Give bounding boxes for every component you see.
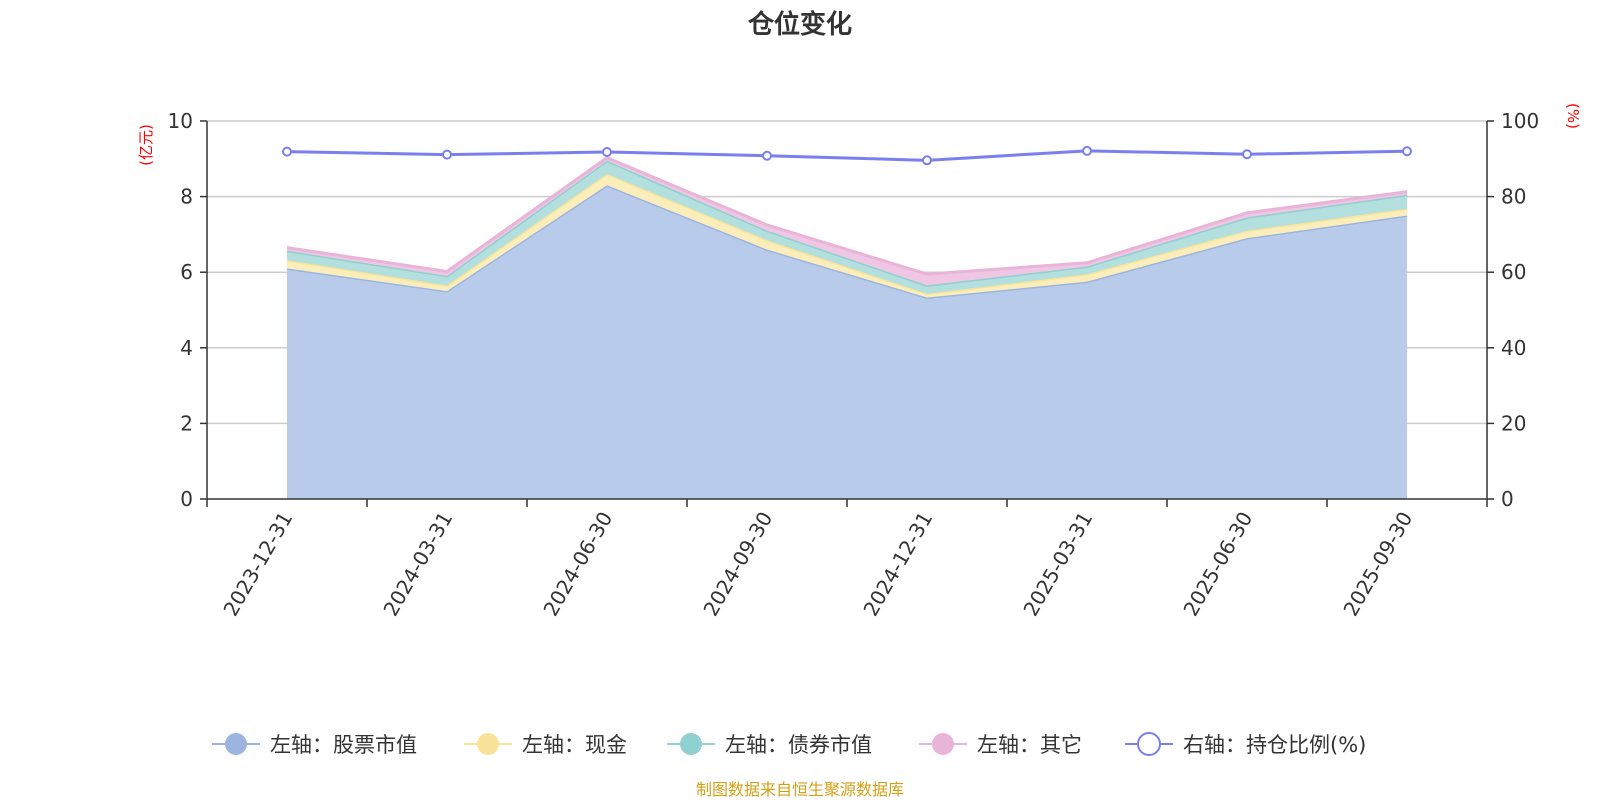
left-tick-label: 8 [180, 185, 193, 209]
chart-title: 仓位变化 [747, 9, 852, 40]
x-tick-label: 2024-12-31 [858, 508, 937, 621]
legend-marker [932, 733, 954, 755]
legend-label: 左轴：股票市值 [270, 733, 417, 757]
x-tick-label: 2025-06-30 [1178, 508, 1257, 621]
area-band [287, 185, 1407, 499]
legend-marker [1137, 732, 1161, 756]
x-tick-label: 2024-06-30 [538, 508, 617, 621]
left-tick-label: 10 [168, 109, 193, 133]
ratio-point [1082, 145, 1092, 156]
legend: 左轴：股票市值 左轴：现金 左轴：债券市值 左轴：其它 右轴：持仓比例(%) [212, 732, 1366, 757]
left-tick-label: 6 [180, 260, 193, 284]
left-tick-label: 4 [180, 336, 193, 360]
right-tick-label: 60 [1501, 260, 1526, 284]
left-tick-label: 0 [180, 487, 193, 511]
legend-label: 右轴：持仓比例(%) [1183, 733, 1366, 757]
x-tick-label: 2024-09-30 [698, 508, 777, 621]
area-band [287, 160, 1407, 294]
x-tick-label: 2025-09-30 [1338, 508, 1417, 621]
ratio-line-series [282, 145, 1412, 166]
ratio-point [1242, 149, 1252, 160]
area-band [287, 157, 1407, 286]
area-band [287, 173, 1407, 298]
ratio-point [762, 150, 772, 161]
ratio-point [1402, 146, 1412, 157]
x-tick-label: 2023-12-31 [218, 508, 297, 621]
legend-label: 左轴：现金 [522, 733, 627, 757]
stacked-areas [286, 155, 1408, 499]
right-tick-label: 100 [1501, 109, 1539, 133]
ratio-point [282, 146, 292, 157]
area-edge-line [286, 155, 1408, 276]
ratio-point [922, 155, 932, 166]
data-source-note: 制图数据来自恒生聚源数据库 [696, 780, 904, 799]
left-tick-label: 2 [180, 411, 193, 435]
right-tick-label: 80 [1501, 185, 1526, 209]
ratio-point [602, 146, 612, 157]
legend-label: 左轴：其它 [977, 733, 1082, 757]
right-axis-unit: (%) [1564, 103, 1582, 129]
right-tick-label: 0 [1501, 487, 1514, 511]
legend-label: 左轴：债券市值 [725, 733, 872, 757]
legend-marker [477, 733, 499, 755]
x-tick-label: 2025-03-31 [1018, 508, 1097, 621]
ratio-point [442, 149, 452, 160]
left-axis-unit: (亿元) [137, 124, 155, 166]
ratio-line [286, 149, 1408, 162]
legend-marker [225, 733, 247, 755]
right-tick-label: 20 [1501, 411, 1526, 435]
x-tick-label: 2024-03-31 [378, 508, 457, 621]
right-tick-label: 40 [1501, 336, 1526, 360]
legend-marker [680, 733, 702, 755]
